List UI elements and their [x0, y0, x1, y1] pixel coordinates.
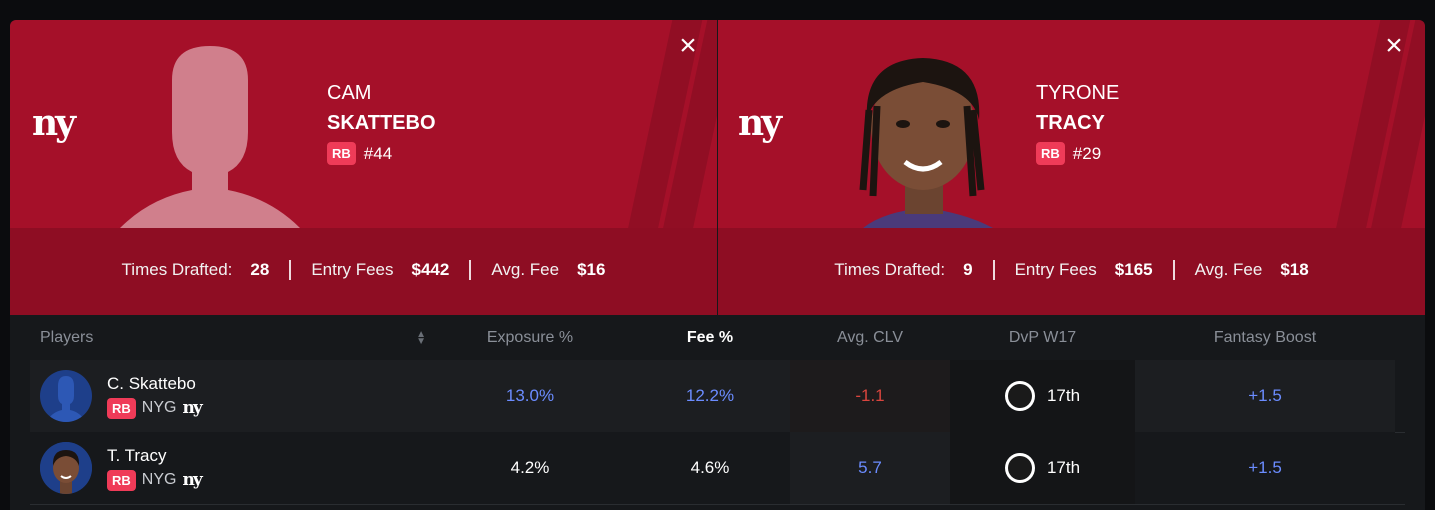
player-silhouette-icon	[46, 376, 86, 422]
stat-value: $442	[411, 260, 450, 279]
column-header-fee[interactable]: Fee %	[686, 328, 734, 346]
player-last-name: SKATTEBO	[327, 112, 436, 134]
avatar	[40, 370, 92, 422]
player-info: T. Tracy RB NYG ny	[107, 445, 203, 491]
player-first-name: TYRONE	[1036, 82, 1120, 104]
clv-cell: -1.1	[790, 360, 950, 432]
stat-entry-fees: Entry Fees $442	[289, 260, 469, 280]
player-card-tracy: × ny TYRONE TRACY RB #29 Times Drafted: …	[718, 20, 1425, 315]
raiders-logo-icon	[1004, 381, 1035, 411]
position-badge: RB	[107, 397, 136, 419]
giants-logo-icon: ny	[182, 470, 202, 490]
boost-cell: +1.5	[1135, 432, 1395, 504]
player-stats: Times Drafted: 9 Entry Fees $165 Avg. Fe…	[718, 240, 1425, 300]
table-row[interactable]: T. Tracy RB NYG ny 4.2% 4.6% 5.7 17th +1…	[30, 432, 1405, 505]
position-badge: RB	[107, 469, 136, 491]
stat-value: 9	[963, 260, 973, 279]
column-header-dvp[interactable]: DvP W17	[1008, 328, 1077, 346]
player-headshot	[40, 442, 92, 494]
giants-logo-icon: ny	[182, 398, 202, 418]
player-meta: RB NYG ny	[107, 397, 203, 419]
avatar	[40, 442, 92, 494]
player-comparison-panel: × ny CAM SKATTEBO RB #44 Times Drafted: …	[10, 20, 1425, 510]
player-meta: RB NYG ny	[107, 469, 203, 491]
stat-times-drafted: Times Drafted: 9	[814, 260, 992, 280]
stat-value: 28	[250, 260, 270, 279]
column-header-exposure[interactable]: Exposure %	[486, 328, 574, 346]
player-cell: T. Tracy RB NYG ny	[30, 432, 430, 504]
giants-logo-icon: ny	[32, 102, 76, 144]
player-card-skattebo: × ny CAM SKATTEBO RB #44 Times Drafted: …	[10, 20, 717, 315]
jersey-number: #29	[1072, 143, 1102, 163]
stat-label: Avg. Fee	[491, 260, 560, 279]
dvp-cell: 17th	[950, 432, 1135, 504]
stat-times-drafted: Times Drafted: 28	[102, 260, 290, 280]
stat-avg-fee: Avg. Fee $18	[1172, 260, 1329, 280]
position-line: RB #44	[327, 142, 392, 165]
player-stats: Times Drafted: 28 Entry Fees $442 Avg. F…	[10, 240, 717, 300]
clv-cell: 5.7	[790, 432, 950, 504]
column-header-fantasy-boost[interactable]: Fantasy Boost	[1213, 328, 1317, 346]
table-row[interactable]: C. Skattebo RB NYG ny 13.0% 12.2% -1.1 1…	[30, 360, 1405, 433]
fee-cell: 4.6%	[630, 432, 790, 504]
team-abbr: NYG	[141, 471, 177, 488]
card-stat-bar	[718, 228, 1425, 315]
exposure-cell: 4.2%	[430, 432, 630, 504]
stat-label: Times Drafted:	[121, 260, 233, 279]
player-name[interactable]: C. Skattebo	[107, 373, 196, 393]
position-line: RB #29	[1036, 142, 1101, 165]
player-headshot	[859, 58, 993, 228]
close-icon[interactable]: ×	[1385, 29, 1403, 62]
raiders-logo-icon	[1004, 453, 1035, 483]
team-abbr: NYG	[141, 399, 177, 416]
jersey-number: #44	[363, 143, 393, 163]
stat-label: Entry Fees	[1014, 260, 1097, 279]
stat-label: Avg. Fee	[1194, 260, 1263, 279]
sort-icon[interactable]: ▲ ▼	[416, 328, 426, 347]
table-header: Players ▲ ▼ Exposure % Fee % Avg. CLV DvP…	[30, 315, 1405, 360]
stat-value: $18	[1280, 260, 1309, 279]
close-icon[interactable]: ×	[679, 29, 697, 62]
stat-value: $16	[577, 260, 606, 279]
column-header-avg-clv[interactable]: Avg. CLV	[836, 328, 904, 346]
fee-cell: 12.2%	[630, 360, 790, 432]
player-name[interactable]: T. Tracy	[107, 445, 167, 465]
dvp-rank: 17th	[1046, 458, 1081, 477]
stat-value: $165	[1114, 260, 1153, 279]
player-cell: C. Skattebo RB NYG ny	[30, 360, 430, 432]
boost-cell: +1.5	[1135, 360, 1395, 432]
column-header-label: Players	[40, 328, 94, 346]
giants-logo-icon: ny	[738, 102, 782, 144]
position-badge: RB	[1036, 142, 1065, 165]
stat-entry-fees: Entry Fees $165	[992, 260, 1173, 280]
player-info: C. Skattebo RB NYG ny	[107, 373, 203, 419]
stat-label: Entry Fees	[311, 260, 394, 279]
dvp-cell: 17th	[950, 360, 1135, 432]
exposure-cell: 13.0%	[430, 360, 630, 432]
position-badge: RB	[327, 142, 356, 165]
stat-label: Times Drafted:	[834, 260, 946, 279]
dvp-rank: 17th	[1046, 386, 1081, 405]
stat-avg-fee: Avg. Fee $16	[469, 260, 625, 280]
card-stat-bar	[10, 228, 717, 315]
column-header-players[interactable]: Players ▲ ▼	[30, 329, 430, 347]
player-first-name: CAM	[327, 82, 372, 104]
player-last-name: TRACY	[1036, 112, 1105, 134]
player-silhouette-icon	[120, 46, 300, 228]
